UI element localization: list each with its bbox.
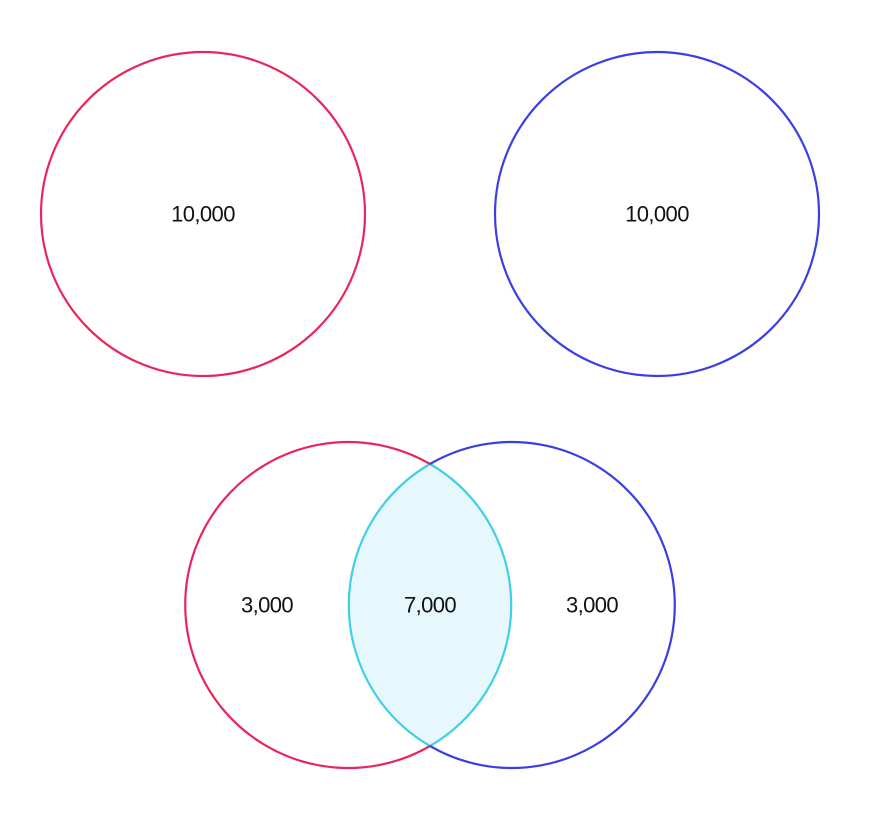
venn-set-b-outer-arc xyxy=(429,440,676,770)
overlapping-sets: 3,000 7,000 3,000 xyxy=(184,440,676,770)
set-b-total-label: 10,000 xyxy=(625,202,689,227)
set-b-circle xyxy=(493,50,821,378)
set-a-only-label: 3,000 xyxy=(241,593,293,618)
set-b-only-label: 3,000 xyxy=(566,593,618,618)
set-a-circle xyxy=(39,50,367,378)
separate-sets: 10,000 10,000 xyxy=(39,50,821,378)
set-a-total-label: 10,000 xyxy=(171,202,235,227)
venn-set-a-outer-arc xyxy=(184,440,431,770)
intersection-label: 7,000 xyxy=(404,593,456,618)
